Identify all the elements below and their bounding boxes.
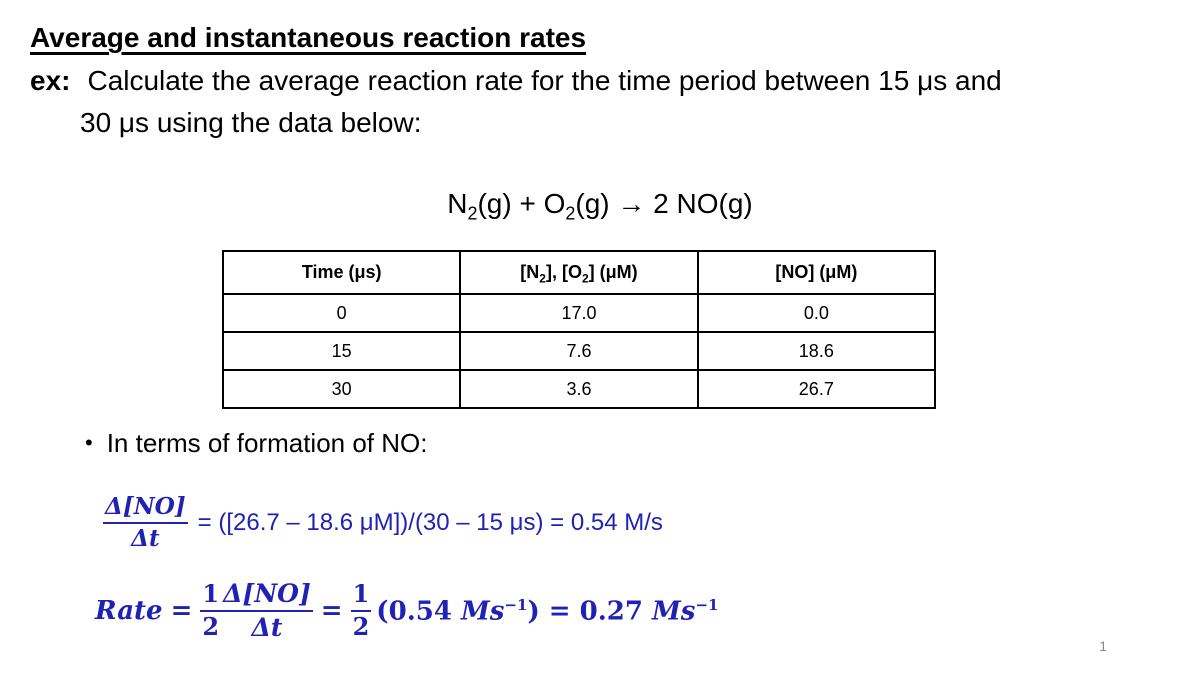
data-table: Time (μs) [N2], [O2] (μM) [NO] (μM) 0 17…: [221, 250, 937, 409]
table-header-reactants: [N2], [O2] (μM): [459, 250, 699, 295]
example-line-1: ex: Calculate the average reaction rate f…: [30, 65, 1002, 97]
one-half-fraction: 1 2: [350, 579, 372, 641]
equals-sign: =: [320, 596, 343, 626]
table-header-product: [NO] (μM): [696, 250, 937, 295]
exponent: −1: [504, 595, 528, 614]
fraction-denominator: Δt: [131, 524, 160, 552]
cell-product-30: 26.7: [696, 369, 937, 409]
exponent: −1: [695, 595, 719, 614]
bullet-icon: •: [85, 430, 93, 455]
delta-no-over-delta-t-fraction: Δ[NO] Δt: [103, 494, 188, 552]
cell-product-15: 18.6: [696, 331, 937, 371]
delta-no-over-delta-t-fraction: Δ[NO] Δt: [221, 579, 313, 642]
equation-n2-subscript: 2: [467, 203, 478, 224]
equation-n2: N: [447, 188, 468, 219]
bullet-line: • In terms of formation of NO:: [85, 428, 427, 459]
table-row: 15 7.6 18.6: [221, 331, 937, 371]
equals-sign: =: [170, 596, 193, 626]
bullet-text: In terms of formation of NO:: [106, 428, 428, 458]
cell-product-0: 0.0: [696, 293, 937, 333]
formula-rate: Rate = 1 2 Δ[NO] Δt = 1 2 (0.54 Ms−1) = …: [95, 580, 723, 642]
formula-average-rate: Δ[NO] Δt = ([26.7 – 18.6 μM])/(30 – 15 μ…: [103, 494, 663, 552]
ms-unit: Ms: [652, 596, 696, 627]
chemical-equation: N2(g) + O2(g) → 2 NO(g): [0, 188, 1200, 223]
ms-unit: Ms: [461, 596, 505, 627]
cell-reactant-0: 17.0: [459, 293, 699, 333]
cell-time-0: 0: [221, 293, 462, 333]
formula-term: (0.54 Ms−1) = 0.27 Ms−1: [376, 595, 719, 627]
page-number: 1: [1099, 638, 1107, 654]
cell-reactant-30: 3.6: [459, 369, 699, 409]
fraction-numerator: Δ[NO]: [103, 494, 188, 524]
equation-o2-subscript: 2: [565, 203, 576, 224]
table-header-row: Time (μs) [N2], [O2] (μM) [NO] (μM): [221, 250, 937, 295]
formula-body: = ([26.7 – 18.6 μM])/(30 – 15 μs) = 0.54…: [197, 508, 663, 536]
equation-middle: (g) + O: [477, 188, 566, 219]
equation-rest: (g) → 2 NO(g): [575, 188, 753, 219]
table-header-time: Time (μs): [221, 250, 462, 295]
one-half-fraction: 1 2: [200, 579, 222, 641]
cell-time-15: 15: [221, 331, 462, 371]
table-row: 0 17.0 0.0: [221, 293, 937, 333]
table-row: 30 3.6 26.7: [221, 369, 937, 409]
cell-reactant-15: 7.6: [459, 331, 699, 371]
rate-label: Rate: [95, 596, 163, 626]
example-line-2: 30 μs using the data below:: [80, 107, 422, 138]
slide-title: Average and instantaneous reaction rates: [30, 22, 587, 53]
cell-time-30: 30: [221, 369, 462, 409]
example-text-1: Calculate the average reaction rate for …: [87, 65, 1002, 96]
example-label: ex:: [30, 65, 71, 96]
